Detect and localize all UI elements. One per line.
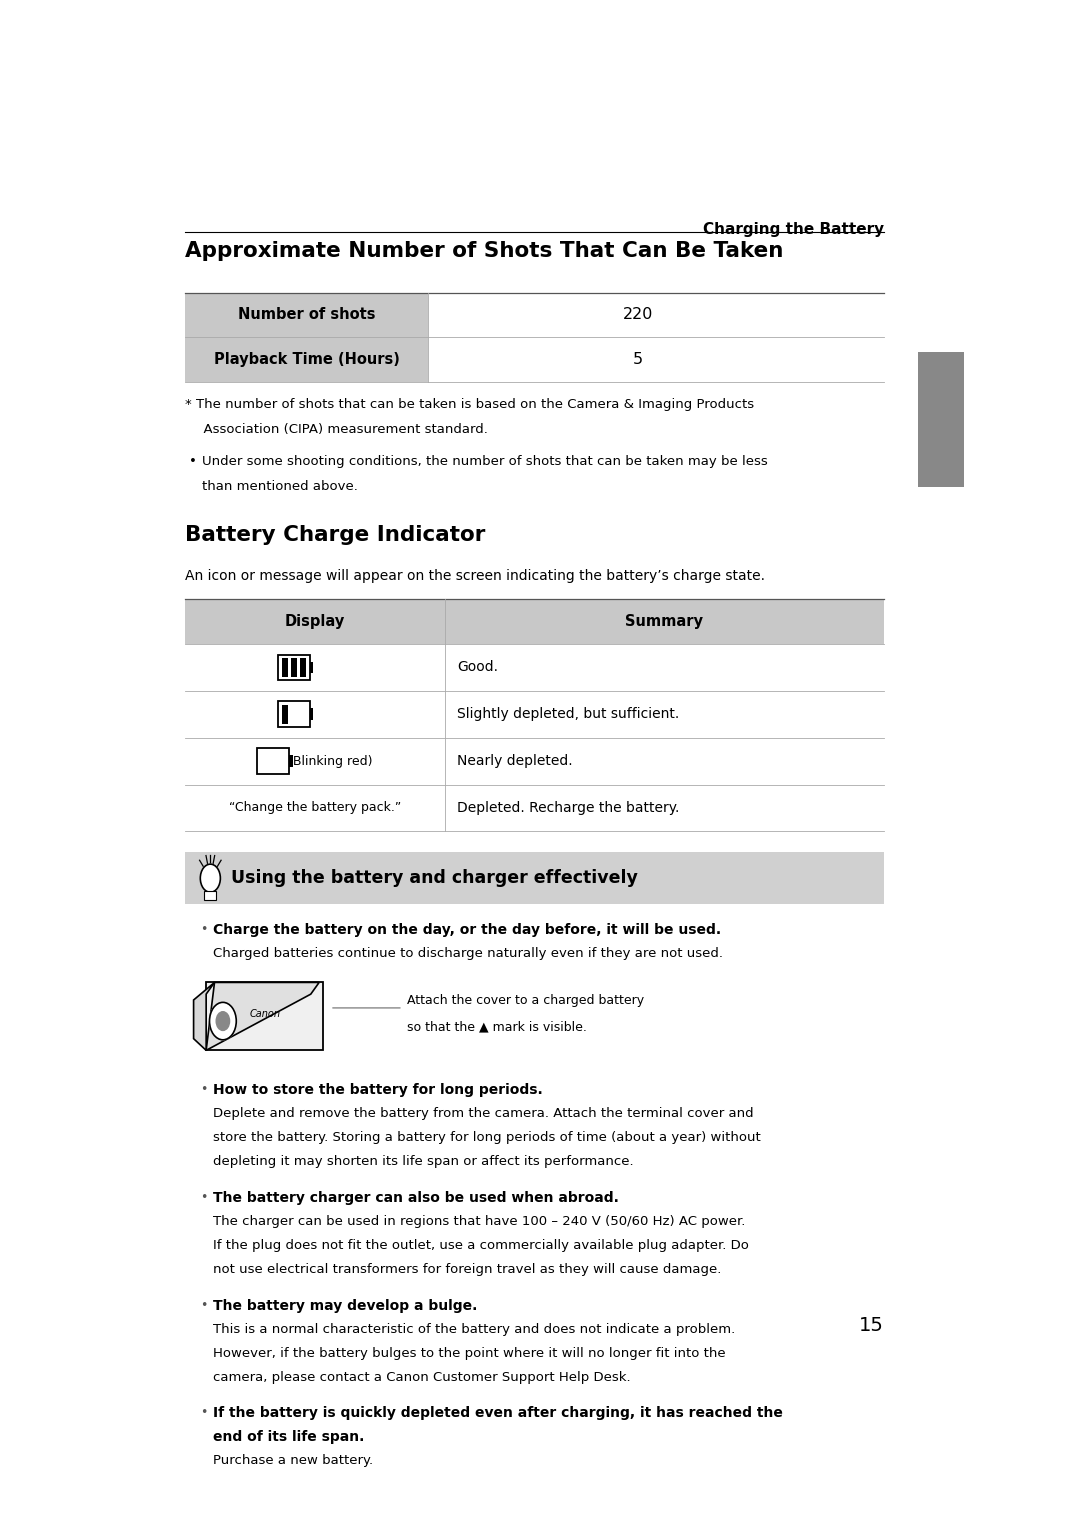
Text: Attach the cover to a charged battery: Attach the cover to a charged battery xyxy=(407,995,644,1007)
Bar xyxy=(299,659,307,677)
Text: Charging the Battery: Charging the Battery xyxy=(703,222,885,237)
Text: If the battery is quickly depleted even after charging, it has reached the: If the battery is quickly depleted even … xyxy=(213,1407,783,1421)
Text: Canon: Canon xyxy=(249,1010,281,1019)
FancyBboxPatch shape xyxy=(186,292,428,338)
Text: Association (CIPA) measurement standard.: Association (CIPA) measurement standard. xyxy=(195,423,488,435)
Text: (Blinking red): (Blinking red) xyxy=(287,754,372,768)
Text: Slightly depleted, but sufficient.: Slightly depleted, but sufficient. xyxy=(457,707,679,721)
Circle shape xyxy=(210,1002,237,1040)
Polygon shape xyxy=(206,983,320,1051)
Text: •: • xyxy=(189,455,197,468)
Text: •: • xyxy=(200,923,207,935)
Text: Purchase a new battery.: Purchase a new battery. xyxy=(213,1454,373,1468)
Text: An icon or message will appear on the screen indicating the battery’s charge sta: An icon or message will appear on the sc… xyxy=(186,569,766,583)
Bar xyxy=(279,701,310,727)
Text: Using the battery and charger effectively: Using the battery and charger effectivel… xyxy=(231,868,638,887)
Text: not use electrical transformers for foreign travel as they will cause damage.: not use electrical transformers for fore… xyxy=(213,1262,721,1276)
Text: camera, please contact a Canon Customer Support Help Desk.: camera, please contact a Canon Customer … xyxy=(213,1370,631,1384)
Text: so that the ▲ mark is visible.: so that the ▲ mark is visible. xyxy=(407,1021,586,1033)
FancyBboxPatch shape xyxy=(445,691,885,738)
FancyBboxPatch shape xyxy=(186,691,445,738)
Bar xyxy=(310,709,313,719)
Text: Nearly depleted.: Nearly depleted. xyxy=(457,754,572,768)
Text: The battery may develop a bulge.: The battery may develop a bulge. xyxy=(213,1299,477,1313)
Bar xyxy=(282,704,288,724)
Text: Charge the battery on the day, or the day before, it will be used.: Charge the battery on the day, or the da… xyxy=(213,923,721,937)
FancyBboxPatch shape xyxy=(186,338,428,382)
FancyBboxPatch shape xyxy=(918,353,963,487)
Bar xyxy=(291,659,297,677)
Text: •: • xyxy=(200,1191,207,1205)
Text: 5: 5 xyxy=(633,351,643,367)
Bar xyxy=(282,659,288,677)
Text: Playback Time (Hours): Playback Time (Hours) xyxy=(214,351,400,367)
Bar xyxy=(289,756,293,767)
FancyBboxPatch shape xyxy=(428,338,885,382)
Bar xyxy=(310,662,313,674)
FancyBboxPatch shape xyxy=(186,852,885,903)
Text: If the plug does not fit the outlet, use a commercially available plug adapter. : If the plug does not fit the outlet, use… xyxy=(213,1240,748,1252)
Text: 220: 220 xyxy=(622,307,653,322)
Text: Summary: Summary xyxy=(625,614,703,630)
Bar xyxy=(204,891,216,900)
FancyBboxPatch shape xyxy=(445,599,885,643)
FancyBboxPatch shape xyxy=(428,292,885,338)
FancyBboxPatch shape xyxy=(445,643,885,691)
Text: 15: 15 xyxy=(860,1316,885,1335)
FancyBboxPatch shape xyxy=(186,599,445,643)
Text: •: • xyxy=(200,1407,207,1419)
Text: The charger can be used in regions that have 100 – 240 V (50/60 Hz) AC power.: The charger can be used in regions that … xyxy=(213,1215,745,1227)
Text: Display: Display xyxy=(285,614,346,630)
Text: How to store the battery for long periods.: How to store the battery for long period… xyxy=(213,1083,542,1097)
FancyBboxPatch shape xyxy=(445,738,885,785)
Text: Deplete and remove the battery from the camera. Attach the terminal cover and: Deplete and remove the battery from the … xyxy=(213,1107,754,1119)
Text: * The number of shots that can be taken is based on the Camera & Imaging Product: * The number of shots that can be taken … xyxy=(186,399,754,411)
Text: The battery charger can also be used when abroad.: The battery charger can also be used whe… xyxy=(213,1191,619,1205)
Text: Depleted. Recharge the battery.: Depleted. Recharge the battery. xyxy=(457,802,679,815)
Text: end of its life span.: end of its life span. xyxy=(213,1430,364,1445)
Circle shape xyxy=(216,1011,230,1030)
Text: Charged batteries continue to discharge naturally even if they are not used.: Charged batteries continue to discharge … xyxy=(213,946,723,960)
FancyBboxPatch shape xyxy=(186,785,445,832)
FancyBboxPatch shape xyxy=(186,643,445,691)
Text: However, if the battery bulges to the point where it will no longer fit into the: However, if the battery bulges to the po… xyxy=(213,1346,726,1360)
Circle shape xyxy=(200,864,220,893)
Text: “Change the battery pack.”: “Change the battery pack.” xyxy=(229,802,401,814)
Text: •: • xyxy=(200,1299,207,1311)
Bar xyxy=(257,748,289,774)
Text: Approximate Number of Shots That Can Be Taken: Approximate Number of Shots That Can Be … xyxy=(186,240,784,262)
Text: Good.: Good. xyxy=(457,660,498,674)
FancyBboxPatch shape xyxy=(186,738,445,785)
Text: Number of shots: Number of shots xyxy=(238,307,376,322)
FancyBboxPatch shape xyxy=(445,785,885,832)
Polygon shape xyxy=(193,983,215,1051)
Text: Battery Charge Indicator: Battery Charge Indicator xyxy=(186,525,486,545)
Text: store the battery. Storing a battery for long periods of time (about a year) wit: store the battery. Storing a battery for… xyxy=(213,1132,760,1144)
Text: This is a normal characteristic of the battery and does not indicate a problem.: This is a normal characteristic of the b… xyxy=(213,1323,735,1335)
Text: Under some shooting conditions, the number of shots that can be taken may be les: Under some shooting conditions, the numb… xyxy=(202,455,768,468)
Bar xyxy=(206,983,323,1051)
Text: than mentioned above.: than mentioned above. xyxy=(202,481,357,493)
Text: •: • xyxy=(200,1083,207,1097)
Text: depleting it may shorten its life span or affect its performance.: depleting it may shorten its life span o… xyxy=(213,1154,634,1168)
Bar xyxy=(279,654,310,680)
